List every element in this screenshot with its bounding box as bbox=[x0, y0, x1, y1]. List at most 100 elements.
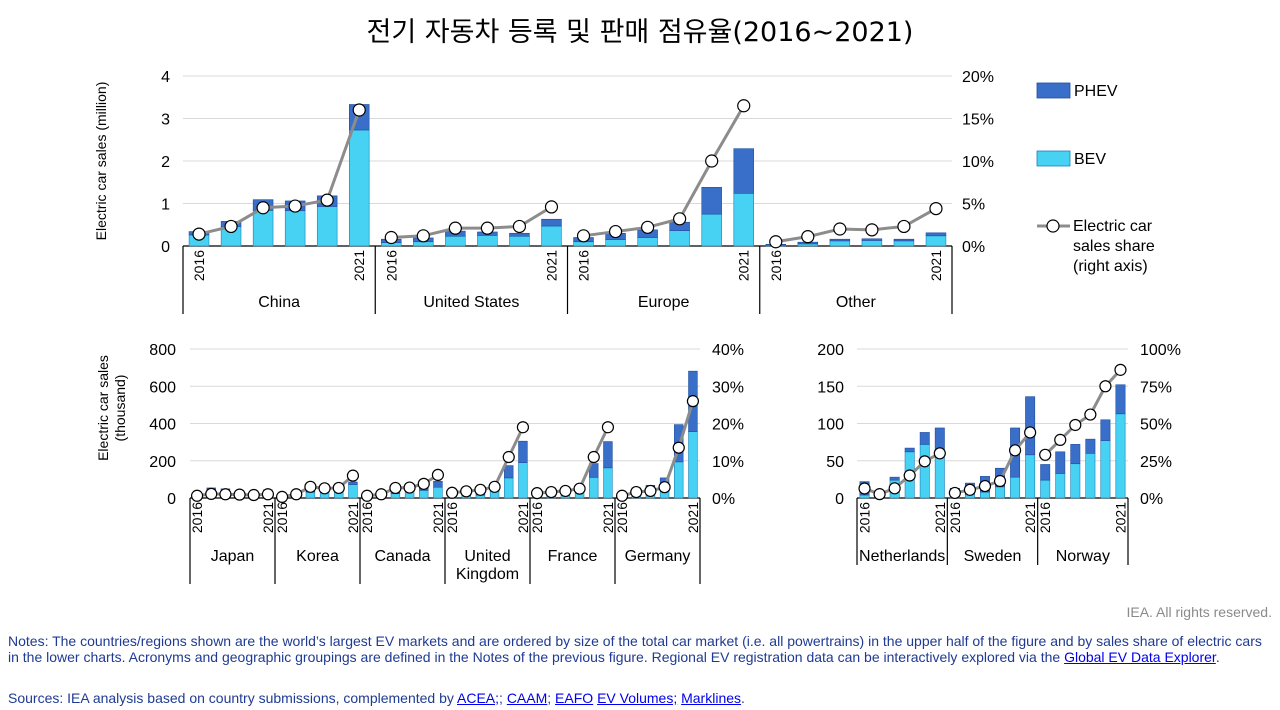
year-label: 2016 bbox=[1037, 502, 1053, 533]
phev-bar bbox=[1070, 444, 1081, 465]
bev-bar bbox=[797, 243, 819, 247]
phev-bar bbox=[348, 481, 358, 485]
year-label: 2021 bbox=[515, 502, 531, 533]
y2-tick-label: 5% bbox=[962, 197, 985, 214]
share-point bbox=[658, 481, 671, 494]
phev-bar bbox=[1100, 419, 1111, 441]
legend-share-label: sales share bbox=[1073, 238, 1155, 255]
global-ev-data-explorer-link[interactable]: Global EV Data Explorer bbox=[1064, 649, 1216, 665]
phev-bar bbox=[509, 232, 530, 237]
y2-tick-label: 40% bbox=[712, 342, 744, 359]
bev-bar bbox=[919, 444, 930, 499]
phev-bar bbox=[893, 238, 915, 242]
y-tick-label: 200 bbox=[149, 454, 176, 471]
share-point bbox=[948, 486, 961, 500]
bev-bar bbox=[518, 462, 528, 499]
y2-tick-label: 0% bbox=[712, 491, 735, 508]
share-point bbox=[205, 487, 218, 501]
year-label: 2021 bbox=[260, 502, 276, 533]
year-label: 2021 bbox=[1022, 502, 1038, 533]
bev-bar bbox=[477, 235, 498, 247]
eafo-link[interactable]: EAFO bbox=[555, 690, 594, 706]
bev-bar bbox=[637, 237, 658, 247]
share-point bbox=[865, 223, 879, 237]
y-tick-label: 4 bbox=[161, 69, 170, 86]
share-point bbox=[978, 479, 992, 493]
share-point bbox=[360, 489, 374, 502]
share-point bbox=[261, 488, 275, 501]
group-label: Europe bbox=[638, 294, 690, 311]
bev-bar bbox=[1040, 479, 1051, 499]
share-point bbox=[219, 488, 232, 501]
y-tick-label: 400 bbox=[149, 417, 176, 434]
bev-bar bbox=[859, 494, 870, 499]
y2-tick-label: 20% bbox=[962, 69, 994, 86]
share-point bbox=[1084, 408, 1097, 421]
share-point bbox=[673, 212, 687, 226]
phev-bar bbox=[1025, 396, 1036, 456]
bev-bar bbox=[980, 491, 990, 499]
bev-bar bbox=[995, 486, 1005, 499]
year-label: 2016 bbox=[189, 502, 205, 533]
bev-bar bbox=[1085, 452, 1096, 499]
y-tick-label: 800 bbox=[149, 342, 176, 359]
bev-bar bbox=[504, 477, 514, 499]
group-label: France bbox=[548, 548, 598, 565]
phev-bar bbox=[433, 480, 443, 488]
share-point bbox=[630, 485, 643, 499]
share-point bbox=[933, 447, 946, 460]
phev-bar bbox=[904, 447, 915, 453]
share-point bbox=[545, 485, 558, 499]
y-tick-label: 0 bbox=[835, 491, 844, 508]
share-point bbox=[1054, 433, 1067, 446]
group-label: China bbox=[258, 294, 300, 311]
share-point bbox=[737, 99, 751, 113]
page-title: 전기 자동차 등록 및 판매 점유율(2016~2021) bbox=[366, 17, 914, 48]
phev-bar bbox=[518, 440, 528, 463]
ev-volumes-link[interactable]: EV Volumes; bbox=[597, 690, 678, 706]
y-tick-label: 600 bbox=[149, 379, 176, 396]
share-point bbox=[544, 200, 559, 214]
share-point bbox=[897, 219, 911, 234]
share-point bbox=[672, 441, 685, 454]
share-point bbox=[1008, 444, 1022, 457]
acea-link[interactable]: ACEA; bbox=[457, 690, 500, 706]
bev-bar bbox=[733, 193, 754, 247]
y-tick-label: 200 bbox=[817, 342, 844, 359]
caam-link[interactable]: CAAM bbox=[506, 690, 548, 706]
y-tick-label: 0 bbox=[161, 239, 170, 256]
legend-share-label: Electric car bbox=[1073, 218, 1153, 235]
year-label: 2021 bbox=[345, 502, 361, 533]
y-axis-title: (thousand) bbox=[112, 375, 128, 442]
group-label: Other bbox=[836, 294, 877, 311]
share-point bbox=[320, 193, 334, 207]
y2-tick-label: 10% bbox=[962, 154, 994, 171]
share-point bbox=[1039, 448, 1052, 461]
year-label: 2016 bbox=[947, 502, 963, 533]
sources-prefix: Sources: IEA analysis based on country s… bbox=[8, 690, 458, 706]
y2-tick-label: 100% bbox=[1140, 342, 1181, 359]
share-point bbox=[516, 421, 530, 434]
year-label: 2016 bbox=[576, 250, 592, 281]
share-point bbox=[918, 455, 931, 468]
share-point bbox=[530, 487, 544, 500]
bev-bar bbox=[925, 235, 947, 247]
marklines-link[interactable]: Marklines bbox=[681, 690, 742, 706]
y2-tick-label: 50% bbox=[1140, 417, 1172, 434]
year-label: 2021 bbox=[736, 250, 752, 281]
y-tick-label: 0 bbox=[167, 491, 176, 508]
share-point bbox=[233, 488, 246, 501]
group-label: United bbox=[464, 548, 510, 565]
bev-bar bbox=[316, 206, 338, 247]
share-line bbox=[391, 205, 553, 239]
bev-bar bbox=[252, 210, 274, 247]
legend-bev-swatch bbox=[1036, 150, 1071, 167]
share-point bbox=[608, 224, 623, 239]
share-point bbox=[192, 227, 206, 241]
bev-bar bbox=[669, 230, 690, 247]
year-label: 2016 bbox=[768, 250, 784, 281]
share-point bbox=[474, 483, 487, 496]
share-point bbox=[318, 482, 331, 495]
phev-bar bbox=[1055, 451, 1066, 474]
